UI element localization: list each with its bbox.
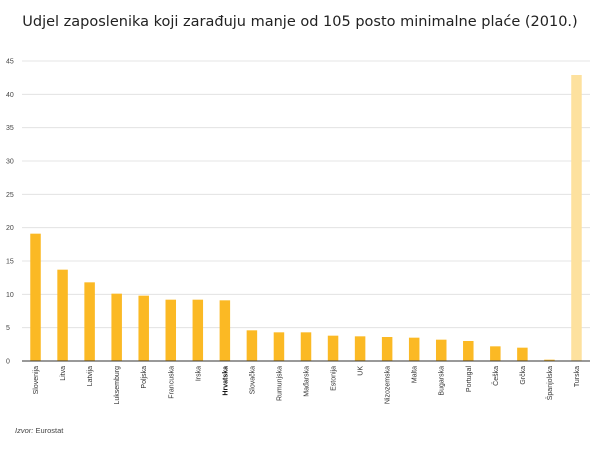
bar-malta <box>408 337 420 361</box>
bar-slovenija <box>30 233 41 361</box>
x-tick-label: Češka <box>491 366 500 386</box>
x-tick-label: Irska <box>195 366 202 381</box>
bar-litva <box>57 269 68 361</box>
x-tick-label: Grčka <box>520 366 527 385</box>
bar-latvija <box>84 282 95 361</box>
bar-španjolska <box>544 359 555 361</box>
x-tick-label: Malta <box>412 366 419 383</box>
bar-estonija <box>327 335 339 361</box>
bars <box>30 75 582 361</box>
y-tick-label: 25 <box>6 192 14 199</box>
bar-portugal <box>463 341 474 361</box>
bar-mađarska <box>300 332 312 361</box>
x-tick-label: UK <box>358 366 365 376</box>
bar-hrvatska <box>219 300 231 361</box>
source-text: Eurostat <box>35 426 64 435</box>
y-tick-label: 30 <box>6 159 14 166</box>
gridlines <box>22 60 590 329</box>
x-axis-labels: Slovenija Litva Latvija Luksemburg Poljska Fr… <box>33 366 581 405</box>
chart-title: Udjel zaposlenika koji zarađuju manje od… <box>22 14 578 30</box>
y-tick-label: 35 <box>6 125 14 132</box>
bar-grčka <box>517 347 528 361</box>
bar-rumunjska <box>273 332 285 361</box>
source-note: Izvor: Eurostat <box>15 426 63 435</box>
x-tick-label: Portugal <box>466 366 473 393</box>
y-tick-label: 20 <box>6 225 14 232</box>
bar-irska <box>192 299 204 361</box>
x-tick-label: Hrvatska <box>222 366 229 396</box>
source-prefix: Izvor: <box>15 426 34 435</box>
x-tick-label: Slovačka <box>249 366 256 395</box>
bar-češka <box>490 346 501 361</box>
x-tick-label: Latvija <box>87 366 94 386</box>
bar-bugarska <box>435 339 447 361</box>
bar-poljska <box>138 295 149 361</box>
x-tick-label: Slovenija <box>33 366 40 395</box>
y-tick-label: 40 <box>6 92 14 99</box>
x-tick-label: Španjolska <box>545 366 554 400</box>
bar-luksemburg <box>111 293 122 361</box>
y-tick-label: 5 <box>6 325 10 332</box>
bar-nizozemska <box>381 337 393 361</box>
y-tick-label: 0 <box>6 359 10 366</box>
x-tick-label: Turska <box>574 366 581 387</box>
bar-uk <box>354 336 366 361</box>
x-tick-label: Litva <box>60 366 67 381</box>
y-tick-label: 45 <box>6 59 14 66</box>
x-tick-label: Poljska <box>141 366 148 389</box>
bar-francuska <box>165 299 177 361</box>
x-tick-label: Mađarska <box>304 366 311 397</box>
bar-turska <box>571 75 582 361</box>
x-tick-label: Bugarska <box>439 366 446 396</box>
y-axis-ticks: 0 5 10 15 20 25 30 35 40 45 <box>6 59 14 366</box>
x-tick-label: Luksemburg <box>114 366 121 405</box>
x-tick-label: Nizozemska <box>385 366 392 404</box>
y-tick-label: 10 <box>6 292 14 299</box>
x-tick-label: Francuska <box>168 366 175 399</box>
y-tick-label: 15 <box>6 259 14 266</box>
x-tick-label: Rumunjska <box>276 366 283 401</box>
x-tick-label: Estonija <box>331 366 338 391</box>
bar-slovačka <box>246 330 258 361</box>
